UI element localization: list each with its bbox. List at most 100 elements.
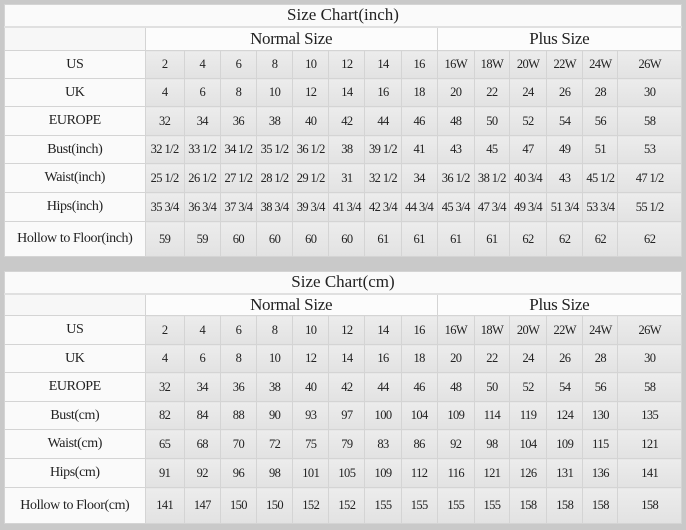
size-value-cell: 92	[436, 429, 475, 459]
size-value-cell: 8	[219, 78, 258, 107]
size-value-cell: 62	[582, 221, 619, 257]
size-value-cell: 61	[400, 221, 438, 257]
size-value-cell: 43	[546, 163, 584, 193]
size-value-cell: 93	[292, 401, 330, 430]
size-value-cell: 58	[617, 372, 682, 402]
size-value-cell: 36 3/4	[183, 192, 221, 222]
size-value-cell: 29 1/2	[292, 163, 330, 193]
size-value-cell: 109	[364, 458, 402, 488]
table-row: EUROPE 32 34 36 38 40 42 44 46 48 50 52 54 56 58	[4, 372, 682, 402]
size-value-cell: 56	[582, 106, 619, 136]
size-value-cell: 8	[256, 50, 294, 79]
size-value-cell: 26	[546, 78, 584, 107]
table-row: Hips(inch) 35 3/4 36 3/4 37 3/4 38 3/4 39 3/4…	[4, 192, 682, 222]
size-value-cell: 61	[473, 221, 511, 257]
table-row: US 2 4 6 8 10 12 14 16 16W 18W 20W 22W 24W 26W	[4, 315, 682, 345]
size-value-cell: 141	[144, 487, 185, 524]
size-value-cell: 18	[400, 78, 438, 107]
size-value-cell: 4	[144, 344, 185, 373]
size-value-cell: 34	[400, 163, 438, 193]
size-value-cell: 50	[473, 372, 511, 402]
row-label: UK	[4, 344, 146, 373]
size-value-cell: 56	[582, 372, 619, 402]
size-value-cell: 84	[183, 401, 221, 430]
size-value-cell: 38	[328, 135, 366, 164]
size-value-cell: 20W	[509, 315, 548, 345]
row-label: Waist(inch)	[4, 163, 146, 193]
size-value-cell: 155	[364, 487, 402, 524]
size-value-cell: 147	[183, 487, 221, 524]
size-value-cell: 24W	[582, 315, 619, 345]
size-value-cell: 158	[509, 487, 548, 524]
size-value-cell: 35 3/4	[144, 192, 185, 222]
size-value-cell: 32	[144, 372, 185, 402]
size-value-cell: 60	[256, 221, 294, 257]
size-value-cell: 27 1/2	[219, 163, 258, 193]
size-value-cell: 12	[292, 344, 330, 373]
size-value-cell: 119	[509, 401, 548, 430]
size-value-cell: 92	[183, 458, 221, 488]
size-value-cell: 152	[292, 487, 330, 524]
size-value-cell: 49	[546, 135, 584, 164]
size-value-cell: 88	[219, 401, 258, 430]
normal-size-header: Normal Size	[144, 26, 438, 51]
size-value-cell: 28	[582, 78, 619, 107]
size-value-cell: 79	[328, 429, 366, 459]
size-value-cell: 59	[144, 221, 185, 257]
size-value-cell: 53	[617, 135, 682, 164]
size-value-cell: 98	[256, 458, 294, 488]
size-value-cell: 32 1/2	[144, 135, 185, 164]
table-row: UK 4 6 8 10 12 14 16 18 20 22 24 26 28 30	[4, 344, 682, 373]
size-value-cell: 38	[256, 372, 294, 402]
size-value-cell: 44 3/4	[400, 192, 438, 222]
size-value-cell: 14	[364, 315, 402, 345]
table-row: Bust(inch) 32 1/2 33 1/2 34 1/2 35 1/2 36 1/2…	[4, 135, 682, 164]
row-label: EUROPE	[4, 372, 146, 402]
plus-size-header: Plus Size	[436, 26, 683, 51]
size-value-cell: 47	[508, 135, 548, 164]
size-value-cell: 16	[364, 78, 402, 107]
size-value-cell: 54	[546, 372, 584, 402]
size-table: Size Chart(inch) Normal Size Plus Size US 2 4…	[4, 4, 683, 257]
size-value-cell: 39 1/2	[364, 135, 402, 164]
size-value-cell: 116	[436, 458, 475, 488]
size-value-cell: 55 1/2	[617, 192, 682, 222]
size-value-cell: 16	[400, 50, 438, 79]
size-value-cell: 22	[473, 344, 511, 373]
size-value-cell: 30	[617, 344, 682, 373]
size-value-cell: 150	[219, 487, 258, 524]
size-value-cell: 20W	[508, 50, 548, 79]
size-value-cell: 6	[183, 344, 221, 373]
size-value-cell: 91	[144, 458, 185, 488]
group-header-row: Normal Size Plus Size	[4, 26, 683, 51]
size-value-cell: 60	[219, 221, 258, 257]
size-value-cell: 22	[473, 78, 511, 107]
size-value-cell: 42 3/4	[364, 192, 402, 222]
size-value-cell: 32 1/2	[364, 163, 402, 193]
size-value-cell: 34	[183, 372, 221, 402]
size-value-cell: 124	[546, 401, 584, 430]
size-value-cell: 62	[617, 221, 682, 257]
size-value-cell: 82	[144, 401, 185, 430]
size-table: Size Chart(cm) Normal Size Plus Size US 2 4 6 8…	[4, 271, 683, 524]
size-value-cell: 158	[617, 487, 682, 524]
size-value-cell: 61	[364, 221, 402, 257]
size-value-cell: 58	[617, 106, 682, 136]
table-row: Waist(inch) 25 1/2 26 1/2 27 1/2 28 1/2 29 1/…	[4, 163, 682, 193]
size-value-cell: 18W	[473, 50, 511, 79]
size-value-cell: 72	[256, 429, 294, 459]
size-value-cell: 24W	[582, 50, 619, 79]
size-value-cell: 158	[546, 487, 584, 524]
row-label: Waist(cm)	[4, 429, 146, 459]
size-value-cell: 47 1/2	[617, 163, 682, 193]
size-value-cell: 131	[546, 458, 584, 488]
size-value-cell: 42	[328, 372, 366, 402]
row-label: Hips(cm)	[4, 458, 146, 488]
size-value-cell: 101	[292, 458, 330, 488]
size-value-cell: 114	[473, 401, 511, 430]
size-value-cell: 12	[328, 315, 366, 345]
size-value-cell: 12	[328, 50, 366, 79]
size-value-cell: 121	[617, 429, 682, 459]
size-value-cell: 6	[219, 50, 258, 79]
size-value-cell: 33 1/2	[183, 135, 221, 164]
